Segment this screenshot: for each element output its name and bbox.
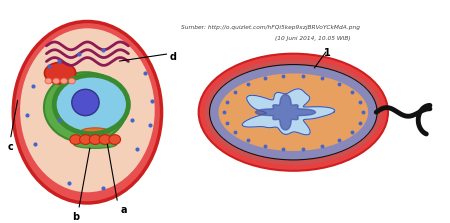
Ellipse shape bbox=[80, 135, 91, 145]
Ellipse shape bbox=[99, 135, 111, 145]
Text: (10 Juni 2014, 10.05 WIB): (10 Juni 2014, 10.05 WIB) bbox=[275, 35, 351, 41]
Ellipse shape bbox=[210, 65, 376, 159]
Ellipse shape bbox=[198, 54, 388, 171]
Ellipse shape bbox=[72, 89, 99, 116]
Text: c: c bbox=[7, 142, 13, 151]
Ellipse shape bbox=[44, 72, 127, 142]
Ellipse shape bbox=[45, 78, 52, 84]
Ellipse shape bbox=[13, 21, 162, 203]
Ellipse shape bbox=[53, 78, 59, 84]
Ellipse shape bbox=[61, 78, 68, 84]
Polygon shape bbox=[242, 89, 335, 135]
Ellipse shape bbox=[109, 135, 121, 145]
Ellipse shape bbox=[45, 62, 76, 84]
Ellipse shape bbox=[74, 140, 117, 148]
Ellipse shape bbox=[20, 28, 155, 192]
Text: d: d bbox=[169, 52, 176, 62]
Ellipse shape bbox=[81, 128, 110, 136]
Text: Sumber: http://o.quizlet.com/hFQi5kep9xzjBRVoYCkMdA.png: Sumber: http://o.quizlet.com/hFQi5kep9xz… bbox=[181, 25, 360, 30]
Ellipse shape bbox=[90, 135, 101, 145]
Text: 1: 1 bbox=[324, 48, 331, 58]
Ellipse shape bbox=[220, 75, 366, 149]
Polygon shape bbox=[256, 95, 315, 130]
Ellipse shape bbox=[204, 60, 382, 165]
Text: b: b bbox=[72, 212, 79, 222]
Ellipse shape bbox=[68, 78, 75, 84]
Ellipse shape bbox=[70, 135, 81, 145]
Ellipse shape bbox=[54, 75, 128, 134]
Text: a: a bbox=[121, 205, 127, 215]
